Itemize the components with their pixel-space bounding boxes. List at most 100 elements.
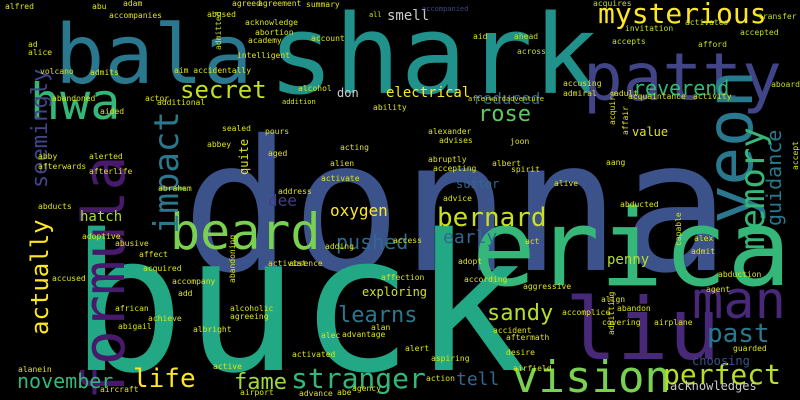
word-afterlife: afterlife: [89, 167, 133, 177]
word-vision: vision: [512, 351, 671, 400]
word-aboard: aboard: [771, 80, 800, 90]
word-aid: aid: [473, 32, 488, 42]
word-impact: impact: [147, 111, 187, 234]
word-acquired: acquired: [143, 264, 182, 274]
word-actually: actually: [26, 219, 54, 335]
word-alexander: alexander: [428, 127, 472, 137]
word-alfred: alfred: [5, 2, 34, 12]
word-airfield: airfield: [513, 364, 552, 374]
word-acquaintance: acquaintance: [628, 92, 686, 102]
word-past: past: [707, 318, 770, 349]
word-accepted: accepted: [740, 28, 779, 38]
word-activated: activated: [292, 350, 336, 360]
word-spirit: spirit: [511, 165, 540, 175]
word-admit: admit: [691, 247, 716, 257]
word-agreed: agreed: [232, 0, 261, 8]
word-alex: alex: [694, 234, 714, 244]
word-add: add: [178, 289, 193, 299]
word-activity: activity: [693, 92, 732, 102]
word-alert: alert: [405, 344, 430, 354]
word-man: man: [692, 271, 786, 332]
word-abandoning: abandoning: [228, 234, 237, 283]
word-act: act: [525, 237, 540, 247]
word-guidance: guidance: [762, 129, 786, 226]
word-activist: activist: [268, 259, 307, 269]
word-electrical: electrical: [386, 84, 471, 101]
word-desire: desire: [506, 348, 535, 358]
word-alien: alien: [330, 159, 355, 169]
word-secret: secret: [180, 76, 267, 105]
word-acquires: acquires: [593, 0, 632, 9]
word-ad: ad: [28, 40, 38, 50]
word-access: access: [393, 236, 422, 246]
word-afterwards: afterwards: [38, 162, 87, 172]
word-alerted: alerted: [89, 152, 123, 162]
word-suitor: suitor: [456, 177, 500, 192]
word-aggressive: aggressive: [523, 282, 572, 292]
word-accompanies: accompanies: [109, 11, 162, 21]
word-active: active: [213, 362, 242, 372]
word-aged: aged: [268, 149, 288, 159]
word-life: life: [133, 363, 196, 394]
word-dee: dee: [268, 190, 297, 210]
word-accusing: accusing: [563, 79, 602, 89]
word-learns: learns: [338, 302, 418, 328]
word-african: african: [115, 304, 149, 314]
word-advice: advice: [443, 194, 472, 204]
word-addition: addition: [282, 98, 316, 107]
word-accompanied: accompanied: [422, 5, 469, 14]
word-summary: summary: [306, 0, 340, 10]
word-aircraft: aircraft: [100, 385, 139, 395]
word-abruptly: abruptly: [428, 155, 467, 165]
word-adopt: adopt: [458, 257, 483, 267]
word-actor: actor: [145, 94, 170, 104]
word-aspiring: aspiring: [431, 354, 470, 364]
word-abortion: abortion: [255, 28, 294, 38]
word-acknowledge: acknowledge: [245, 18, 298, 28]
word-account: account: [311, 34, 345, 44]
word-acting: acting: [340, 143, 369, 153]
word-abu: abu: [92, 2, 107, 12]
word-adoptive: adoptive: [82, 232, 121, 242]
word-early: early: [443, 227, 498, 249]
word-adam: adam: [123, 0, 143, 8]
word-buck: buck: [70, 194, 528, 400]
word-agent: agent: [706, 285, 731, 295]
word-aided: aided: [100, 107, 125, 117]
word-adventure: adventure: [506, 95, 544, 104]
word-alive: alive: [554, 179, 579, 189]
word-penny: penny: [607, 251, 650, 268]
word-transfer: transfer: [758, 12, 797, 22]
word-alcohol: alcohol: [298, 84, 332, 94]
word-perfect: perfect: [663, 358, 782, 392]
word-abby: abby: [38, 152, 58, 162]
word-according: according: [464, 275, 508, 285]
word-admiral: admiral: [563, 89, 597, 99]
word-acquire: acquire: [608, 91, 617, 125]
word-additional: additional: [157, 98, 206, 108]
word-volcano: volcano: [40, 67, 74, 77]
word-albright: albright: [193, 325, 232, 335]
word-liu: liu: [565, 280, 721, 381]
word-align: align: [601, 295, 626, 305]
word-advantage: advantage: [342, 330, 386, 340]
word-tell: tell: [456, 369, 500, 391]
word-across: across: [517, 47, 546, 57]
word-adult: adult: [614, 89, 639, 99]
word-airplane: airplane: [654, 318, 693, 328]
word-bala: bala: [55, 7, 253, 103]
word-admits: admits: [90, 68, 119, 78]
word-aang: aang: [606, 158, 626, 168]
word-alec: alec: [321, 331, 341, 341]
word-agreeing: agreeing: [230, 312, 269, 322]
word-agreement: agreement: [258, 0, 302, 8]
word-abe: abe: [337, 388, 352, 398]
word-alice: alice: [28, 48, 53, 58]
word-afterward: afterward: [468, 95, 506, 104]
word-reverend: reverend: [633, 75, 730, 100]
word-abducted: abducted: [620, 200, 659, 210]
word-abduction: abduction: [718, 270, 762, 280]
word-airport: airport: [240, 388, 274, 398]
word-address: address: [278, 187, 312, 197]
